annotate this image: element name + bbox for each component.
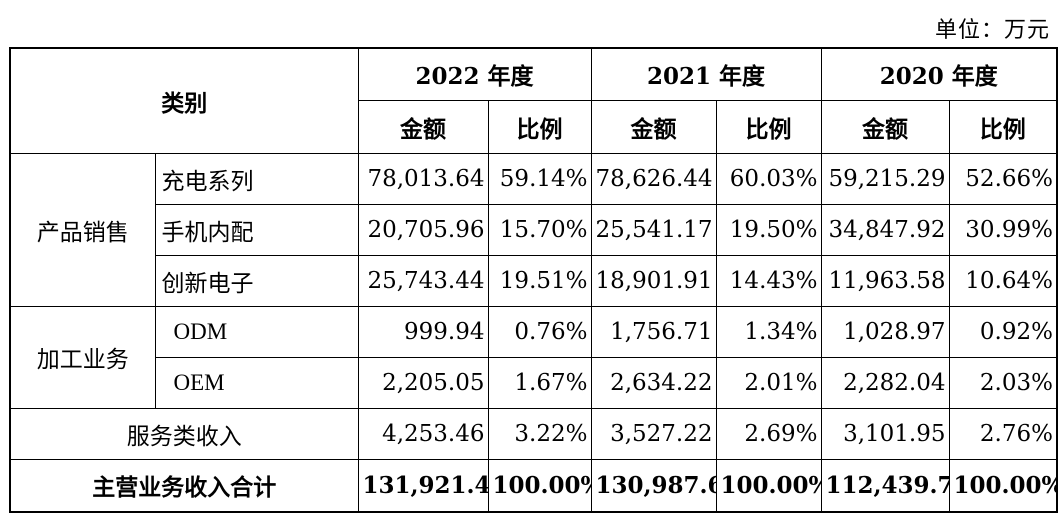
cell-amount-2022: 20,705.96 (357, 203, 489, 256)
cell-ratio-2021: 2.01% (715, 356, 822, 409)
cell-ratio-2022: 15.70% (487, 203, 592, 256)
cell-amount-2021: 1,756.71 (590, 305, 717, 358)
cell-ratio-2021: 19.50% (715, 203, 822, 256)
cell-ratio-2022: 59.14% (487, 152, 592, 205)
cell-ratio-2020: 2.03% (948, 356, 1058, 409)
cell-amount-2022: 4,253.46 (357, 407, 489, 460)
cell-ratio-2021: 2.69% (715, 407, 822, 460)
cell-ratio-2021: 1.34% (715, 305, 822, 358)
row-label: 手机内配 (154, 203, 359, 256)
cell-amount-2021: 25,541.17 (590, 203, 717, 256)
cell-ratio-2022: 1.67% (487, 356, 592, 409)
table-row: 服务类收入 4,253.46 3.22% 3,527.22 2.69% 3,10… (9, 407, 1058, 460)
cell-ratio-2020: 30.99% (948, 203, 1058, 256)
cell-amount-2020: 2,282.04 (820, 356, 950, 409)
total-amount-2020: 112,439.75 (820, 458, 950, 513)
amount-header: 金额 (590, 99, 717, 154)
total-ratio-2022: 100.00% (487, 458, 592, 513)
cell-ratio-2021: 14.43% (715, 254, 822, 307)
group-label-product-sales: 产品销售 (9, 152, 156, 307)
cell-ratio-2020: 10.64% (948, 254, 1058, 307)
row-label: OEM (154, 356, 359, 409)
cell-amount-2020: 59,215.29 (820, 152, 950, 205)
cell-amount-2021: 18,901.91 (590, 254, 717, 307)
cell-amount-2022: 2,205.05 (357, 356, 489, 409)
row-label-service: 服务类收入 (9, 407, 359, 460)
year-header-2022: 2022 年度 (357, 47, 592, 101)
total-amount-2021: 130,987.66 (590, 458, 717, 513)
total-ratio-2020: 100.00% (948, 458, 1058, 513)
cell-amount-2020: 34,847.92 (820, 203, 950, 256)
row-label: 创新电子 (154, 254, 359, 307)
cell-amount-2021: 2,634.22 (590, 356, 717, 409)
cell-amount-2020: 11,963.58 (820, 254, 950, 307)
cell-ratio-2022: 19.51% (487, 254, 592, 307)
table-row: 手机内配 20,705.96 15.70% 25,541.17 19.50% 3… (10, 203, 1058, 256)
cell-amount-2022: 25,743.44 (357, 254, 489, 307)
row-label: 充电系列 (154, 152, 359, 205)
group-label-processing: 加工业务 (9, 305, 156, 409)
header-row-years: 类别 2022 年度 2021 年度 2020 年度 (9, 47, 1058, 154)
revenue-table: 类别 2022 年度 2021 年度 2020 年度 金额 比例 金额 比例 金… (9, 47, 1058, 513)
cell-amount-2020: 3,101.95 (820, 407, 950, 460)
row-label: ODM (154, 305, 359, 358)
table-row: 加工业务 ODM 999.94 0.76% 1,756.71 1.34% 1,0… (9, 305, 1058, 409)
category-header: 类别 (9, 47, 359, 154)
cell-amount-2022: 999.94 (357, 305, 489, 358)
table-row: OEM 2,205.05 1.67% 2,634.22 2.01% 2,282.… (10, 356, 1058, 409)
table-row: 产品销售 充电系列 78,013.64 59.14% 78,626.44 60.… (9, 152, 1058, 307)
cell-amount-2020: 1,028.97 (820, 305, 950, 358)
year-header-2021: 2021 年度 (590, 47, 822, 101)
total-row: 主营业务收入合计 131,921.49 100.00% 130,987.66 1… (9, 458, 1058, 513)
cell-amount-2022: 78,013.64 (357, 152, 489, 205)
cell-ratio-2020: 0.92% (948, 305, 1058, 358)
cell-ratio-2022: 3.22% (487, 407, 592, 460)
total-label: 主营业务收入合计 (9, 458, 359, 513)
ratio-header: 比例 (948, 99, 1058, 154)
cell-amount-2021: 78,626.44 (590, 152, 717, 205)
amount-header: 金额 (820, 99, 950, 154)
cell-ratio-2021: 60.03% (715, 152, 822, 205)
unit-label: 单位：万元 (934, 18, 1050, 43)
cell-ratio-2020: 52.66% (948, 152, 1058, 205)
cell-ratio-2022: 0.76% (487, 305, 592, 358)
cell-ratio-2020: 2.76% (948, 407, 1058, 460)
total-amount-2022: 131,921.49 (357, 458, 489, 513)
ratio-header: 比例 (487, 99, 592, 154)
table-row: 创新电子 25,743.44 19.51% 18,901.91 14.43% 1… (10, 254, 1058, 307)
amount-header: 金额 (357, 99, 489, 154)
total-ratio-2021: 100.00% (715, 458, 822, 513)
year-header-2020: 2020 年度 (820, 47, 1058, 101)
cell-amount-2021: 3,527.22 (590, 407, 717, 460)
ratio-header: 比例 (715, 99, 822, 154)
